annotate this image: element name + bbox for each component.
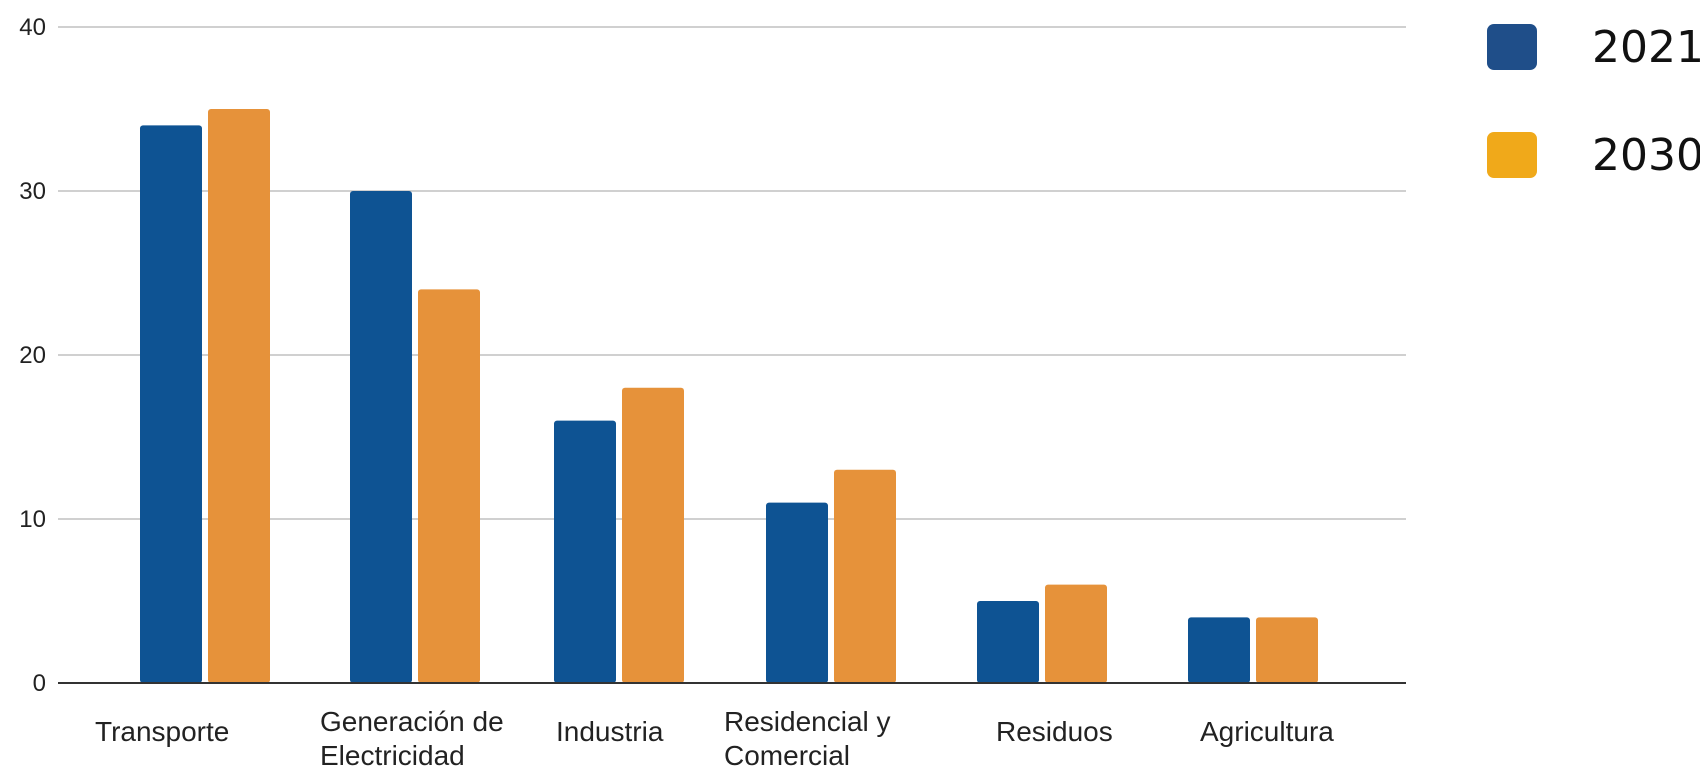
x-axis-categories: Transporte Generación de Electricidad Indus… [95, 706, 1334, 771]
y-axis-ticks: 0 10 20 30 40 [19, 14, 46, 697]
bar-2021-1 [350, 191, 412, 683]
y-tick-label: 40 [19, 14, 46, 41]
bar-2021-0 [140, 125, 202, 683]
legend: 2021 2030 [1487, 22, 1700, 181]
bar-2030-4 [1045, 584, 1107, 683]
bar-2021-4 [977, 601, 1039, 683]
x-category-label-line: Residuos [996, 716, 1113, 747]
x-category-label-line: Industria [556, 716, 664, 747]
y-tick-label: 30 [19, 178, 46, 205]
x-category-label: Residuos [996, 716, 1113, 747]
x-category-label-line: Residencial y [724, 706, 891, 737]
x-category-label: Generación de Electricidad [320, 706, 504, 771]
legend-label-2021: 2021 [1592, 22, 1700, 73]
x-category-label: Agricultura [1200, 716, 1334, 747]
bar-2030-1 [418, 289, 480, 683]
x-category-label: Transporte [95, 716, 229, 747]
x-category-label-line: Comercial [724, 740, 850, 771]
x-category-label-line: Transporte [95, 716, 229, 747]
x-category-label: Residencial y Comercial [724, 706, 891, 771]
y-tick-label: 0 [33, 670, 46, 697]
bar-2021-5 [1188, 617, 1250, 683]
x-category-label: Industria [556, 716, 664, 747]
bar-2030-0 [208, 109, 270, 683]
bar-2030-5 [1256, 617, 1318, 683]
legend-swatch-2021 [1487, 24, 1537, 70]
bars [140, 109, 1318, 683]
x-category-label-line: Generación de [320, 706, 504, 737]
gridlines [58, 26, 1406, 520]
bar-2030-3 [834, 469, 896, 683]
bar-2021-3 [766, 502, 828, 683]
bar-2021-2 [554, 420, 616, 683]
legend-swatch-2030 [1487, 132, 1537, 178]
bar-2030-2 [622, 387, 684, 683]
y-tick-label: 20 [19, 342, 46, 369]
y-tick-label: 10 [19, 506, 46, 533]
legend-label-2030: 2030 [1592, 130, 1700, 181]
x-category-label-line: Electricidad [320, 740, 465, 771]
x-category-label-line: Agricultura [1200, 716, 1334, 747]
